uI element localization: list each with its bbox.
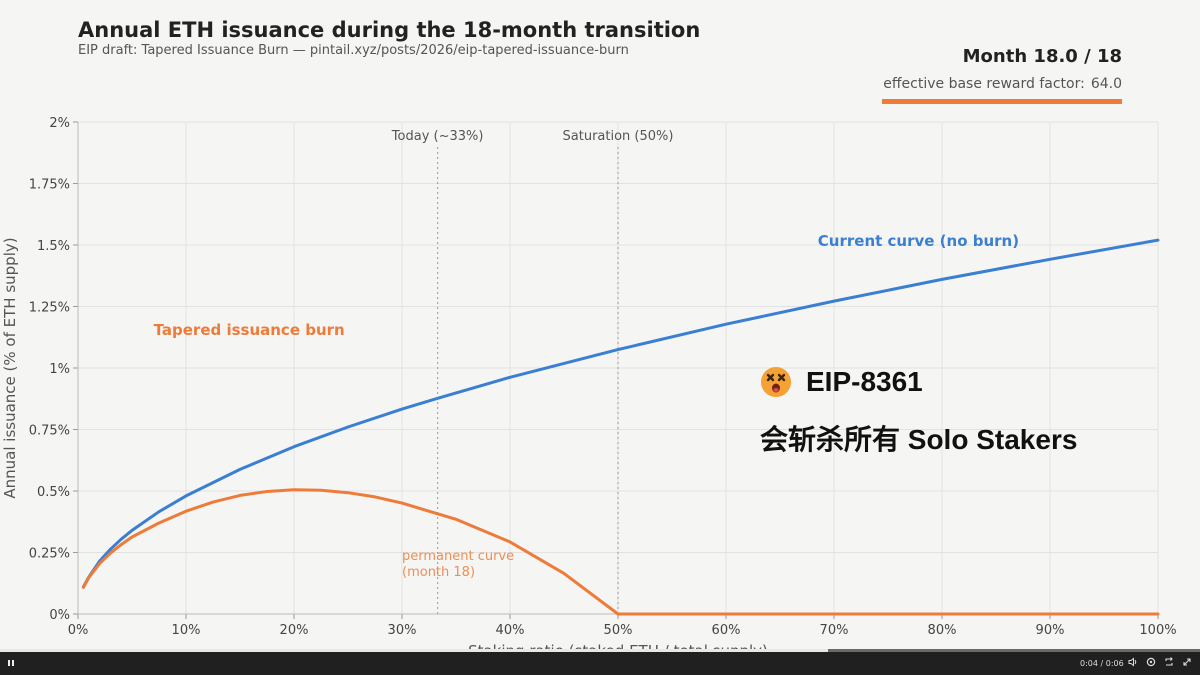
volume-icon[interactable]: [1127, 656, 1139, 668]
y-axis-title: Annual issuance (% of ETH supply): [1, 237, 19, 498]
overlay-eip-label: EIP-8361: [806, 366, 923, 397]
chart-subtitle: EIP draft: Tapered Issuance Burn — pinta…: [78, 43, 629, 58]
reference-line-label: Saturation (50%): [563, 129, 674, 144]
time-display: 0:04 / 0:06: [1080, 659, 1124, 668]
reward-factor-bar: [882, 99, 1122, 104]
reward-factor-label: effective base reward factor:: [883, 76, 1085, 92]
x-tick-label: 100%: [1139, 623, 1176, 638]
video-controls: 0:04 / 0:06: [0, 649, 1200, 675]
chart-annotations: Current curve (no burn) Tapered issuance …: [154, 232, 1019, 580]
x-tick-label: 60%: [712, 623, 741, 638]
reward-factor-value: 64.0: [1090, 76, 1122, 92]
y-tick-label: 1.75%: [29, 178, 70, 193]
series-annotation: Current curve (no burn): [818, 232, 1019, 250]
x-tick-label: 40%: [496, 623, 525, 638]
y-tick-label: 0.75%: [29, 424, 70, 439]
y-tick-label: 0.5%: [37, 485, 70, 500]
x-tick-label: 20%: [280, 623, 309, 638]
series-annotation: permanent curve: [402, 549, 514, 564]
series-annotation: (month 18): [402, 565, 475, 580]
x-tick-label: 10%: [172, 623, 201, 638]
y-tick-label: 0%: [49, 608, 70, 623]
progress-bar[interactable]: [0, 649, 1200, 652]
loop-icon[interactable]: [1163, 656, 1175, 668]
y-tick-label: 1%: [49, 362, 70, 377]
month-indicator: Month 18.0 / 18: [962, 46, 1122, 67]
reward-factor-line: effective base reward factor: 64.0: [883, 76, 1122, 92]
x-tick-label: 70%: [820, 623, 849, 638]
reference-line-label: Today (~33%): [391, 129, 484, 144]
x-tick-label: 80%: [928, 623, 957, 638]
chart-series: [81, 238, 1160, 616]
x-tick-label: 0%: [68, 623, 89, 638]
series-annotation: Tapered issuance burn: [154, 321, 345, 339]
y-tick-label: 1.5%: [37, 239, 70, 254]
pause-button[interactable]: [5, 657, 17, 669]
overlay-caption-line1: EIP-8361: [760, 366, 923, 398]
x-tick-label: 90%: [1036, 623, 1065, 638]
y-tick-label: 1.25%: [29, 301, 70, 316]
y-tick-label: 0.25%: [29, 547, 70, 562]
progress-fill: [0, 649, 828, 652]
settings-icon[interactable]: [1145, 656, 1157, 668]
reference-lines: Today (~33%) Saturation (50%): [391, 129, 674, 614]
burn-curve-line: [81, 488, 1160, 616]
dizzy-face-icon: [761, 367, 791, 397]
x-tick-label: 50%: [604, 623, 633, 638]
x-tick-label: 30%: [388, 623, 417, 638]
y-tick-label: 2%: [49, 116, 70, 131]
chart-title: Annual ETH issuance during the 18-month …: [78, 18, 701, 42]
overlay-caption-line2: 会斩杀所有 Solo Stakers: [760, 424, 1078, 455]
fullscreen-icon[interactable]: [1181, 656, 1193, 668]
current-curve-line: [81, 238, 1160, 589]
chart-axes: 0% 10% 20% 30% 40% 50% 60% 70% 80% 90% 100% 0% 0.25%…: [1, 116, 1177, 660]
